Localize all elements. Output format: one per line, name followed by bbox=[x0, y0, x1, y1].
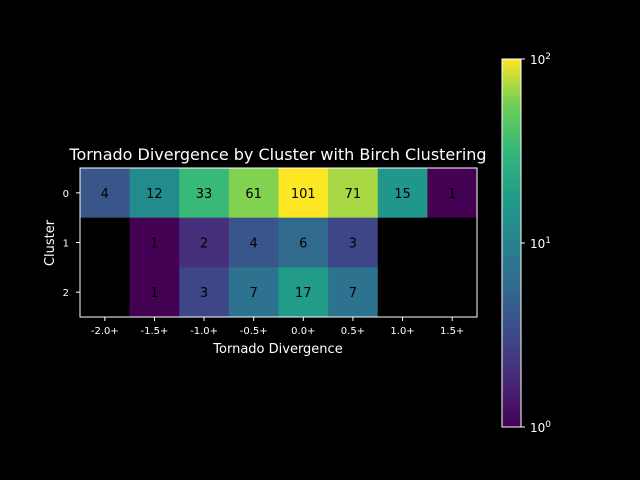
x-tick-label: 1.0+ bbox=[390, 326, 414, 337]
heatmap-cell bbox=[80, 168, 131, 219]
cell-value-label: 7 bbox=[250, 286, 258, 301]
cell-value-label: 71 bbox=[345, 187, 362, 202]
chart-title: Tornado Divergence by Cluster with Birch… bbox=[68, 145, 486, 164]
heatmap-cell bbox=[377, 217, 428, 268]
cell-value-label: 3 bbox=[200, 286, 208, 301]
heatmap-cell bbox=[228, 168, 279, 219]
heatmap-cell bbox=[129, 217, 180, 268]
colorbar-ticks: 100 101 102 bbox=[521, 52, 551, 435]
y-axis-label: Cluster bbox=[43, 219, 58, 266]
heatmap-cell bbox=[179, 267, 230, 318]
x-tick-label: -1.0+ bbox=[190, 326, 218, 337]
colorbar: 100 101 102 bbox=[501, 52, 551, 435]
cell-value-label: 1 bbox=[150, 286, 158, 301]
colorbar-tick-label: 100 bbox=[530, 420, 551, 435]
y-tick-label: 1 bbox=[63, 239, 69, 250]
cell-value-label: 6 bbox=[299, 237, 307, 252]
heatmap-cell bbox=[228, 217, 279, 268]
heatmap-cell bbox=[80, 267, 131, 318]
colorbar-tick-label: 101 bbox=[530, 236, 551, 251]
cell-value-label: 1 bbox=[448, 187, 456, 202]
heatmap-cells: 4 12 33 61 101 71 15 11 2 4 6 31 3 7 17 7 bbox=[80, 168, 478, 318]
heatmap-cell bbox=[427, 267, 478, 318]
heatmap-cell bbox=[377, 267, 428, 318]
cell-value-label: 4 bbox=[101, 187, 109, 202]
colorbar-gradient bbox=[501, 58, 522, 428]
cell-value-label: 61 bbox=[245, 187, 262, 202]
heatmap-cell bbox=[129, 267, 180, 318]
cell-value-label: 2 bbox=[200, 237, 208, 252]
heatmap-cell bbox=[328, 267, 379, 318]
cell-value-label: 12 bbox=[146, 187, 163, 202]
x-tick-label: 1.5+ bbox=[440, 326, 464, 337]
x-tick-label: -1.5+ bbox=[140, 326, 168, 337]
cell-value-label: 3 bbox=[349, 237, 357, 252]
x-tick-label: 0.5+ bbox=[341, 326, 365, 337]
heatmap-cell bbox=[328, 217, 379, 268]
colorbar-tick-label: 102 bbox=[530, 52, 551, 67]
x-tick-label: 0.0+ bbox=[291, 326, 315, 337]
heatmap-cell bbox=[179, 217, 230, 268]
x-axis-label: Tornado Divergence bbox=[212, 342, 342, 357]
cell-value-label: 4 bbox=[250, 237, 258, 252]
heatmap-cell bbox=[427, 217, 478, 268]
cell-value-label: 33 bbox=[196, 187, 213, 202]
heatmap-cell bbox=[278, 217, 329, 268]
cell-value-label: 15 bbox=[394, 187, 411, 202]
x-tick-label: -0.5+ bbox=[240, 326, 268, 337]
x-tick-labels: -2.0+ -1.5+ -1.0+ -0.5+ 0.0+ 0.5+ 1.0+ 1.5+ bbox=[91, 317, 464, 337]
x-tick-label: -2.0+ bbox=[91, 326, 119, 337]
y-tick-labels: 0 1 2 bbox=[63, 189, 80, 299]
cell-value-label: 1 bbox=[150, 237, 158, 252]
y-tick-label: 2 bbox=[63, 288, 69, 299]
heatmap-cell bbox=[129, 168, 180, 219]
heatmap-cell bbox=[427, 168, 478, 219]
cell-value-label: 17 bbox=[295, 286, 312, 301]
heatmap-cell bbox=[228, 267, 279, 318]
y-tick-label: 0 bbox=[63, 189, 69, 200]
heatmap-cell bbox=[377, 168, 428, 219]
heatmap-cell bbox=[80, 217, 131, 268]
heatmap-cell bbox=[278, 168, 329, 219]
heatmap-cell bbox=[328, 168, 379, 219]
heatmap-cell bbox=[179, 168, 230, 219]
cell-value-label: 7 bbox=[349, 286, 357, 301]
heatmap-cell bbox=[278, 267, 329, 318]
cell-value-label: 101 bbox=[291, 187, 316, 202]
